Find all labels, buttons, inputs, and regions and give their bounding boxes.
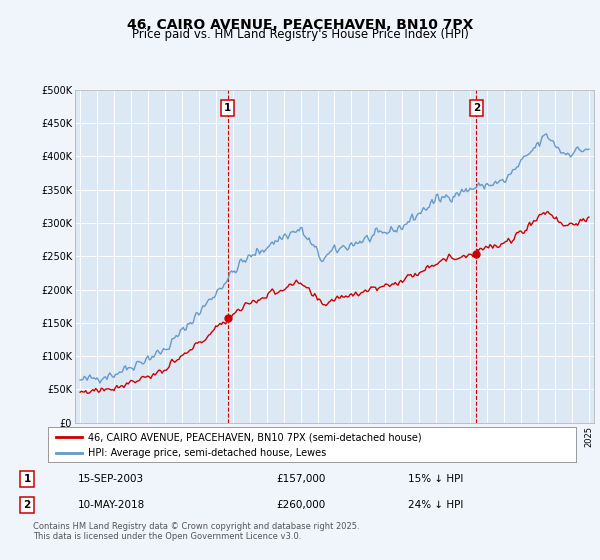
Text: 1: 1	[23, 474, 31, 484]
Text: £260,000: £260,000	[276, 500, 325, 510]
Text: 15-SEP-2003: 15-SEP-2003	[78, 474, 144, 484]
Text: 2: 2	[473, 103, 480, 113]
Text: Contains HM Land Registry data © Crown copyright and database right 2025.
This d: Contains HM Land Registry data © Crown c…	[33, 522, 359, 542]
Text: 15% ↓ HPI: 15% ↓ HPI	[408, 474, 463, 484]
Text: 1: 1	[224, 103, 232, 113]
Text: 24% ↓ HPI: 24% ↓ HPI	[408, 500, 463, 510]
Text: 46, CAIRO AVENUE, PEACEHAVEN, BN10 7PX (semi-detached house): 46, CAIRO AVENUE, PEACEHAVEN, BN10 7PX (…	[88, 432, 421, 442]
Text: HPI: Average price, semi-detached house, Lewes: HPI: Average price, semi-detached house,…	[88, 448, 326, 458]
Text: 2: 2	[23, 500, 31, 510]
Text: 10-MAY-2018: 10-MAY-2018	[78, 500, 145, 510]
Text: £157,000: £157,000	[276, 474, 325, 484]
Text: 46, CAIRO AVENUE, PEACEHAVEN, BN10 7PX: 46, CAIRO AVENUE, PEACEHAVEN, BN10 7PX	[127, 18, 473, 32]
Text: Price paid vs. HM Land Registry's House Price Index (HPI): Price paid vs. HM Land Registry's House …	[131, 28, 469, 41]
